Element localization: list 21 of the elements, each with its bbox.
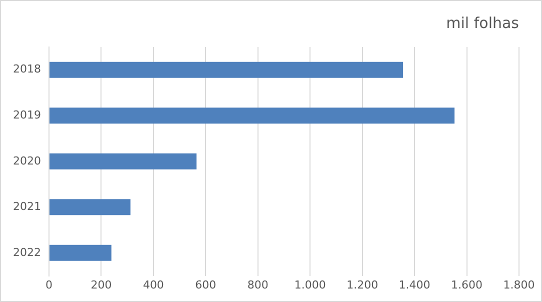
y-tick-label: 2022: [12, 246, 41, 259]
x-tick-label: 600: [195, 278, 216, 292]
x-tick-label: 200: [90, 278, 112, 292]
bar: [49, 244, 112, 261]
x-tick-label: 1.200: [346, 278, 378, 292]
bar: [49, 153, 197, 170]
y-tick-label: 2020: [12, 154, 41, 168]
x-tick-label: 1.400: [398, 278, 430, 292]
x-tick-label: 400: [142, 278, 164, 292]
chart-title: mil folhas: [446, 14, 520, 32]
y-tick-label: 2021: [12, 200, 41, 214]
bar: [49, 62, 404, 78]
y-tick-label: 2019: [12, 108, 41, 122]
y-tick-label: 2018: [12, 62, 41, 76]
x-tick-label: 0: [45, 278, 52, 292]
x-tick-label: 800: [247, 278, 268, 292]
x-tick-label: 1.600: [451, 278, 483, 292]
bar: [49, 199, 130, 216]
bar: [49, 108, 455, 124]
x-tick-label: 1.000: [294, 278, 326, 292]
x-tick-label: 1.800: [503, 278, 535, 292]
